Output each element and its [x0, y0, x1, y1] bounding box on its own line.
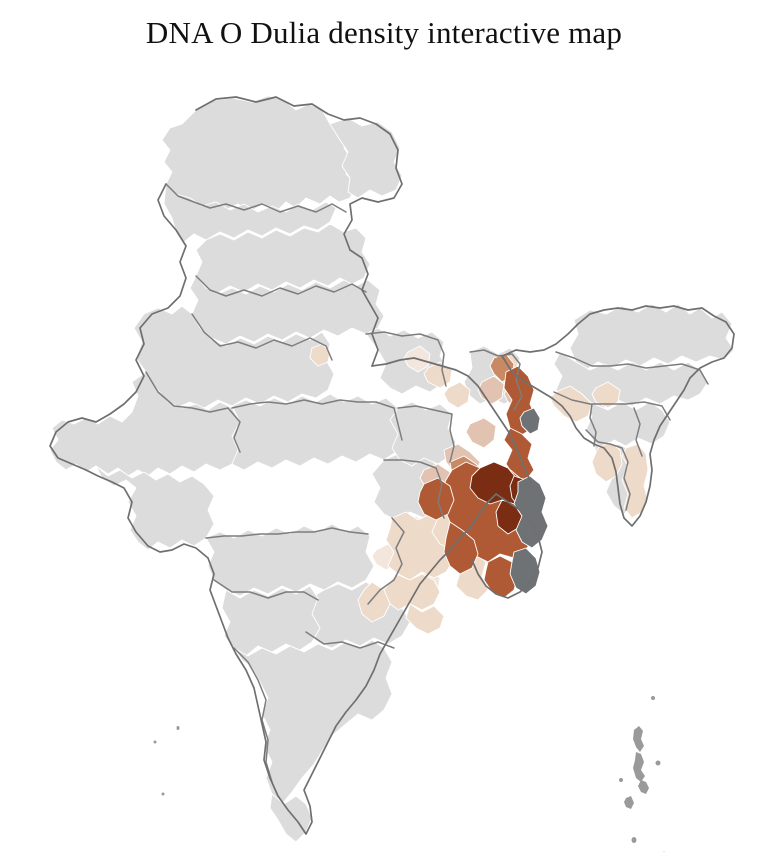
district-region[interactable]: [514, 476, 548, 548]
state-border: [214, 580, 318, 600]
island-shape[interactable]: [176, 726, 180, 730]
state-border: [556, 352, 708, 384]
district-region[interactable]: [592, 382, 620, 408]
state-border: [470, 350, 522, 410]
islands-group: [153, 696, 666, 853]
district-region[interactable]: [520, 408, 540, 434]
district-region[interactable]: [466, 418, 496, 448]
district-region[interactable]: [270, 794, 312, 842]
island-shape[interactable]: [663, 851, 666, 853]
district-region[interactable]: [134, 306, 334, 408]
country-border: [196, 97, 402, 366]
district-region[interactable]: [96, 466, 214, 550]
district-region[interactable]: [222, 586, 320, 656]
island-shape[interactable]: [161, 792, 165, 796]
state-border: [554, 392, 670, 420]
district-region[interactable]: [164, 184, 336, 242]
district-region[interactable]: [484, 556, 518, 598]
state-border: [234, 648, 272, 782]
district-region[interactable]: [330, 118, 402, 198]
district-region[interactable]: [570, 304, 734, 370]
india-choropleth-map[interactable]: [0, 52, 768, 852]
state-border: [590, 404, 596, 446]
district-region[interactable]: [406, 604, 444, 634]
island-shape[interactable]: [633, 726, 644, 752]
district-region[interactable]: [162, 96, 356, 212]
island-shape[interactable]: [153, 740, 157, 744]
district-region[interactable]: [444, 522, 478, 574]
district-region[interactable]: [234, 640, 392, 804]
state-border: [586, 430, 630, 510]
state-borders-group: [146, 184, 708, 782]
state-border: [166, 184, 346, 212]
district-region[interactable]: [556, 390, 670, 448]
island-shape[interactable]: [619, 778, 623, 782]
district-region[interactable]: [418, 478, 454, 520]
island-shape[interactable]: [655, 760, 661, 766]
district-region[interactable]: [510, 548, 540, 594]
state-border: [306, 632, 394, 648]
state-border: [232, 400, 402, 440]
district-region[interactable]: [390, 402, 456, 466]
state-border: [192, 314, 332, 360]
district-region[interactable]: [384, 574, 440, 610]
country-border: [372, 358, 534, 490]
district-region[interactable]: [358, 582, 390, 622]
state-border: [206, 528, 368, 538]
country-border-group: [50, 97, 734, 834]
island-shape[interactable]: [631, 837, 637, 843]
district-region[interactable]: [232, 394, 402, 470]
island-shape[interactable]: [633, 752, 645, 782]
country-border: [502, 306, 734, 526]
country-border: [472, 494, 542, 598]
state-border: [368, 518, 404, 604]
state-border: [634, 408, 642, 456]
state-border: [196, 276, 366, 296]
district-region[interactable]: [444, 382, 470, 408]
country-border: [50, 184, 496, 834]
state-border: [146, 372, 240, 452]
state-border: [366, 332, 446, 386]
island-shape[interactable]: [651, 696, 655, 700]
state-border: [384, 460, 444, 518]
island-shape[interactable]: [624, 796, 634, 809]
page-title: DNA O Dulia density interactive map: [145, 15, 623, 50]
district-region[interactable]: [206, 524, 374, 596]
island-shape[interactable]: [638, 780, 649, 794]
state-border: [398, 406, 454, 462]
